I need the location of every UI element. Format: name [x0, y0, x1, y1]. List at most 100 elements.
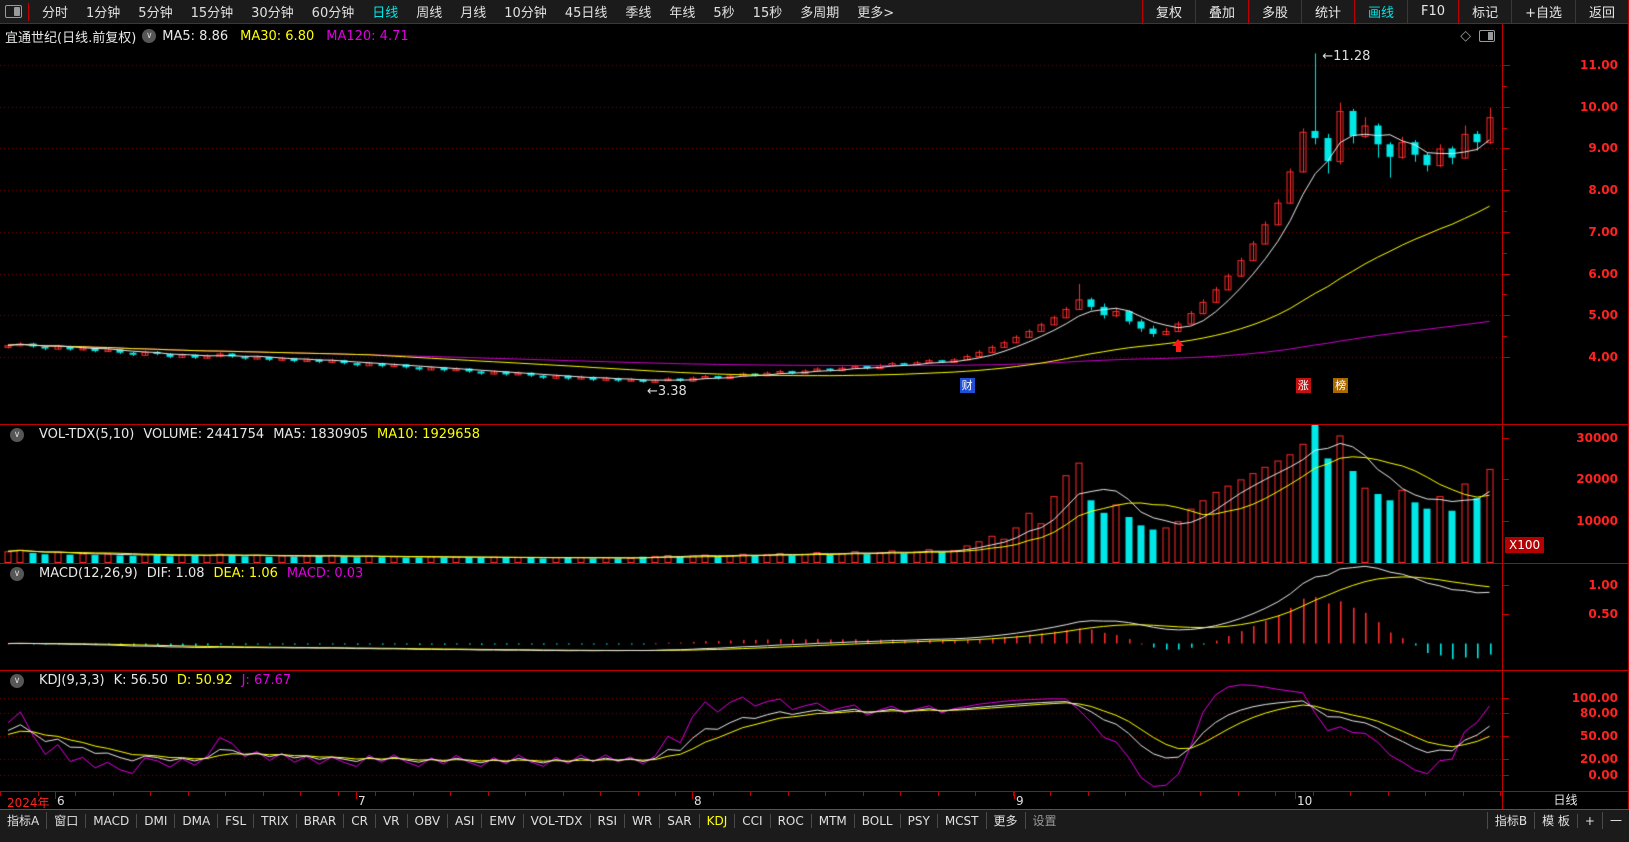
macd-canvas[interactable]: [0, 564, 1502, 670]
period-tab-11[interactable]: 季线: [625, 6, 652, 21]
event-badge[interactable]: 涨: [1295, 378, 1311, 393]
date-tick-mark: [563, 792, 564, 796]
period-tab-16[interactable]: 更多>: [857, 6, 895, 21]
indicator-tab-BOLL[interactable]: BOLL: [853, 813, 900, 828]
indicator-tab-指标A[interactable]: 指标A: [7, 814, 40, 828]
toolbar-action-8[interactable]: 返回: [1574, 0, 1629, 23]
volume-canvas[interactable]: [0, 425, 1502, 563]
volume-ma5: MA5: 1830905: [273, 427, 369, 442]
indicator-tab-ROC[interactable]: ROC: [769, 813, 811, 828]
period-tab-13[interactable]: 5秒: [713, 6, 735, 21]
indicator-tab-CCI[interactable]: CCI: [734, 813, 769, 828]
macd-indicator-name: MACD(12,26,9): [39, 566, 138, 581]
date-tick-mark: [1500, 792, 1501, 796]
indicator-tab-PSY[interactable]: PSY: [899, 813, 937, 828]
toolbar-action-6[interactable]: 标记: [1458, 0, 1511, 23]
axis-tick-mark: [1503, 356, 1510, 358]
indicator-tab-窗口[interactable]: 窗口: [46, 812, 85, 829]
period-tab-4[interactable]: 30分钟: [251, 6, 294, 21]
main-chart-area: ←11.28 ←3.38 财涨榜: [0, 48, 1502, 424]
top-toolbar: 分时 1分钟 5分钟 15分钟 30分钟 60分钟 日线 周线 月线 10分钟 45日线 季线 年线 5秒…: [0, 0, 1629, 24]
indicator-tab-MCST[interactable]: MCST: [936, 813, 986, 828]
toolbar-action-1[interactable]: 叠加: [1194, 0, 1248, 23]
indicator-tab-设置[interactable]: 设置: [1024, 812, 1064, 829]
period-tab-6[interactable]: 日线: [372, 6, 399, 21]
period-tab-15[interactable]: 多周期: [800, 6, 840, 21]
chevron-down-icon[interactable]: ∨: [10, 566, 24, 581]
indicator-b-item-3[interactable]: 一: [1601, 812, 1629, 829]
axis-tick-mark: [1503, 736, 1509, 738]
date-tick-mark: [75, 792, 76, 796]
axis-tick-mark: [1503, 584, 1509, 586]
period-tab-1[interactable]: 1分钟: [86, 6, 121, 21]
date-tick-mark: [788, 792, 789, 796]
period-tab-9[interactable]: 10分钟: [504, 6, 547, 21]
toolbar-action-2[interactable]: 多股: [1247, 0, 1301, 23]
indicator-tab-DMI[interactable]: DMI: [136, 813, 174, 828]
date-tick-mark: [750, 792, 751, 796]
axis-tick-mark: [1503, 294, 1507, 296]
kdj-chart-area: ∨ KDJ(9,3,3) K: 56.50 D: 50.92 J: 67.67: [0, 671, 1502, 791]
date-tick-mark: [1275, 792, 1276, 796]
axis-tick-mark: [1503, 127, 1507, 129]
axis-tick-mark: [1503, 190, 1510, 192]
indicator-tab-VR[interactable]: VR: [374, 813, 407, 828]
date-tick-mark: [300, 792, 301, 796]
indicator-tab-VOL-TDX[interactable]: VOL-TDX: [522, 813, 590, 828]
toolbar-action-3[interactable]: 统计: [1301, 0, 1354, 23]
date-tick-mark: [263, 792, 264, 796]
date-tick-mark: [375, 792, 376, 796]
toolbar-action-0[interactable]: 复权: [1141, 0, 1195, 23]
event-badge[interactable]: 财: [959, 378, 975, 393]
kdj-k: K: 56.50: [113, 673, 168, 688]
indicator-b-item-0[interactable]: 指标B: [1486, 812, 1534, 829]
layout-split-icon[interactable]: [1479, 30, 1495, 42]
indicator-tab-更多[interactable]: 更多: [985, 812, 1025, 829]
period-tab-3[interactable]: 15分钟: [190, 6, 234, 21]
period-tab-8[interactable]: 月线: [460, 6, 487, 21]
axis-tick-mark: [1503, 437, 1509, 439]
period-tab-14[interactable]: 15秒: [752, 6, 783, 21]
volume-chart-area: ∨ VOL-TDX(5,10) VOLUME: 2441754 MA5: 183…: [0, 425, 1502, 563]
indicator-tab-EMV[interactable]: EMV: [481, 813, 522, 828]
indicator-tab-MTM[interactable]: MTM: [810, 813, 854, 828]
toolbar-action-5[interactable]: F10: [1407, 0, 1458, 23]
indicator-tab-BRAR[interactable]: BRAR: [295, 813, 344, 828]
toolbar-action-7[interactable]: +自选: [1511, 0, 1575, 23]
period-tab-5[interactable]: 60分钟: [311, 6, 355, 21]
indicator-tab-TRIX[interactable]: TRIX: [253, 813, 295, 828]
volume-value: VOLUME: 2441754: [143, 427, 265, 442]
chevron-down-icon[interactable]: ∨: [10, 427, 24, 442]
axis-tick-label: 10.00: [1580, 99, 1618, 114]
period-tab-10[interactable]: 45日线: [564, 6, 608, 21]
period-tab-7[interactable]: 周线: [416, 6, 443, 21]
indicator-tab-KDJ[interactable]: KDJ: [698, 813, 735, 828]
indicator-tab-DMA[interactable]: DMA: [174, 813, 217, 828]
indicator-b-item-1[interactable]: 模 板: [1534, 812, 1577, 829]
kdj-axis: 100.00 80.00 50.00 20.00 0.00: [1502, 671, 1629, 791]
candlestick-canvas[interactable]: [0, 48, 1502, 424]
indicator-tab-SAR[interactable]: SAR: [659, 813, 698, 828]
indicator-b-item-2[interactable]: +: [1576, 813, 1602, 828]
axis-tick-mark: [1503, 210, 1507, 212]
indicator-tab-WR[interactable]: WR: [624, 813, 659, 828]
indicator-tab-MACD[interactable]: MACD: [85, 813, 136, 828]
kdj-canvas[interactable]: [0, 671, 1502, 791]
indicator-tab-OBV[interactable]: OBV: [406, 813, 448, 828]
chevron-down-icon[interactable]: ∨: [10, 673, 24, 688]
indicator-tab-FSL[interactable]: FSL: [217, 813, 253, 828]
date-tick-mark: [1163, 792, 1164, 796]
date-label: 2024年: [7, 796, 50, 810]
period-tab-2[interactable]: 5分钟: [138, 6, 173, 21]
diamond-icon[interactable]: ◇: [1460, 28, 1471, 44]
window-split-icon[interactable]: [5, 5, 22, 18]
chevron-down-icon[interactable]: ∨: [142, 29, 157, 43]
indicator-tab-ASI[interactable]: ASI: [447, 813, 481, 828]
indicator-tab-RSI[interactable]: RSI: [589, 813, 625, 828]
period-tab-12[interactable]: 年线: [669, 6, 696, 21]
event-badge[interactable]: 榜: [1333, 378, 1349, 393]
period-tab-0[interactable]: 分时: [42, 6, 69, 21]
indicator-tab-CR[interactable]: CR: [343, 813, 375, 828]
macd-dea: DEA: 1.06: [213, 566, 278, 581]
toolbar-action-4[interactable]: 画线: [1354, 0, 1407, 23]
